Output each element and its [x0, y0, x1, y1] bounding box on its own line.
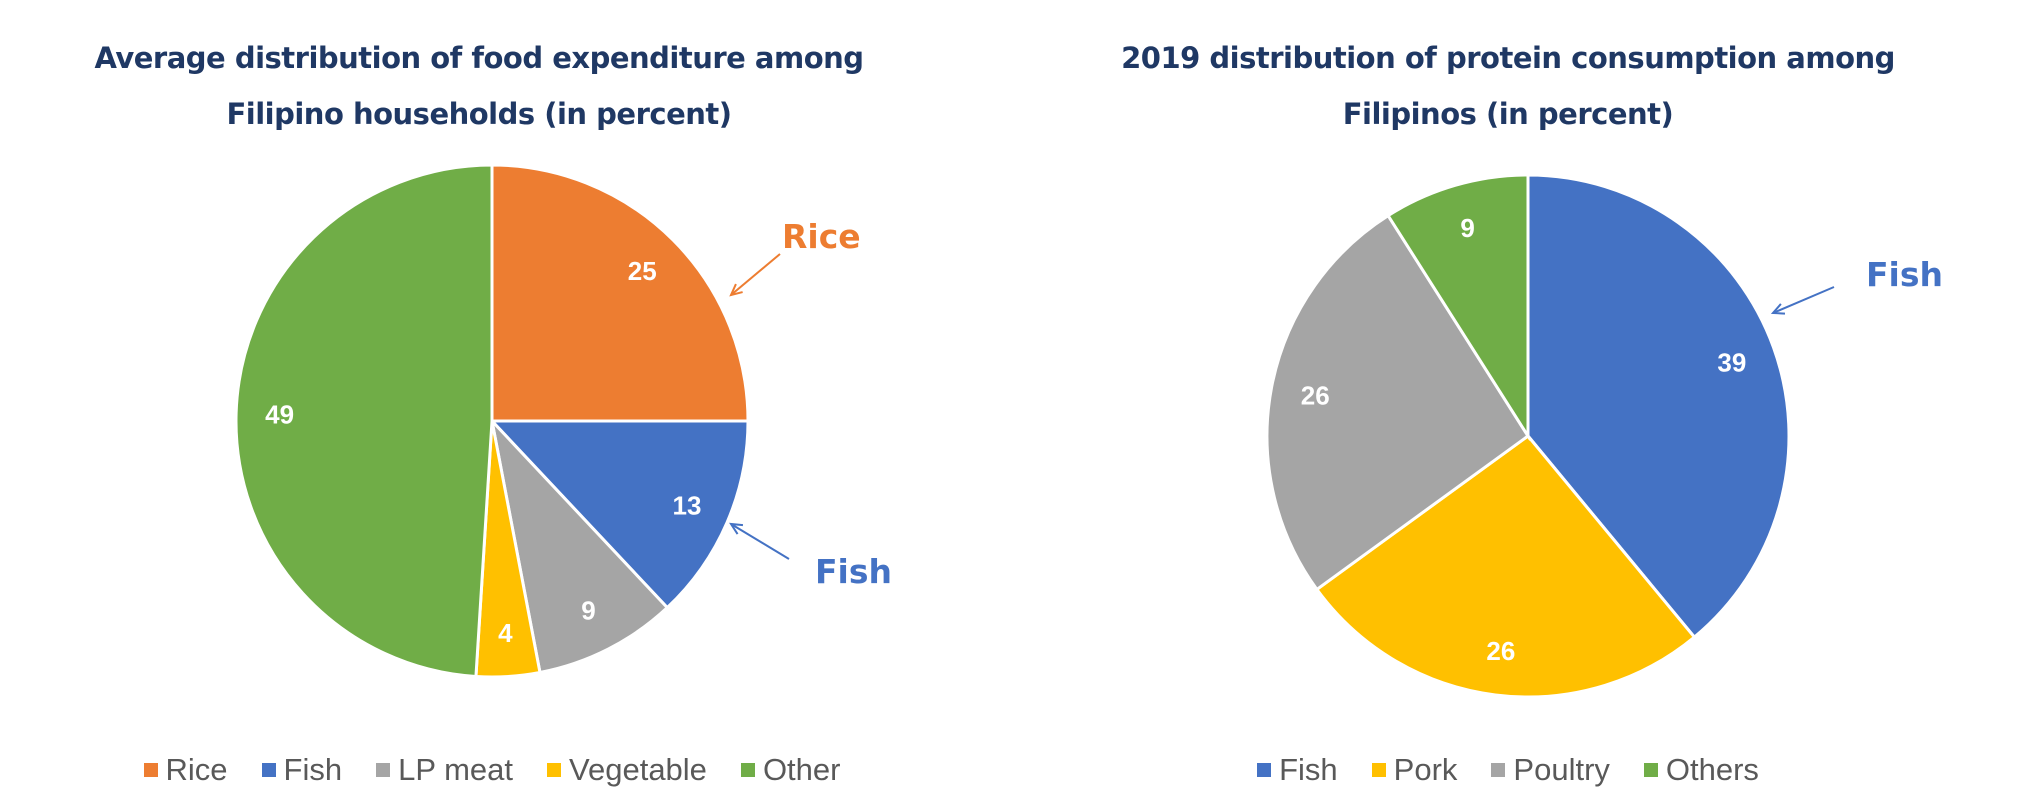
- legend-item-other: Other: [740, 752, 841, 788]
- annotation-arrow-fish: [730, 523, 790, 560]
- slice-fish: [488, 419, 750, 610]
- data-label-poultry: 26: [1301, 380, 1330, 410]
- legend-label: Poultry: [1513, 752, 1610, 787]
- left-pie: 25 13 9 4 49: [234, 163, 750, 679]
- slice-others: [1386, 173, 1530, 442]
- data-label-other: 49: [265, 399, 294, 429]
- legend-swatch-icon: [1491, 763, 1506, 777]
- legend-item-vegetable: Vegetable: [547, 752, 707, 788]
- annotation-fish: Fish: [1866, 255, 1943, 294]
- left-legend: Rice Fish LP meat Vegetable Other: [0, 752, 992, 788]
- legend-item-pork: Pork: [1371, 752, 1458, 788]
- legend-item-others: Others: [1643, 752, 1759, 788]
- annotation-rice: Rice: [782, 217, 861, 256]
- annotation-fish: Fish: [815, 552, 892, 591]
- legend-item-fish: Fish: [261, 752, 343, 788]
- data-label-fish: 39: [1717, 348, 1746, 378]
- right-legend: Fish Pork Poultry Others: [1008, 752, 2008, 788]
- legend-label: Pork: [1393, 752, 1458, 787]
- legend-label: Fish: [1279, 752, 1338, 787]
- arrowhead-icon: [729, 522, 744, 535]
- legend-swatch-icon: [143, 763, 158, 777]
- legend-item-poultry: Poultry: [1491, 752, 1610, 788]
- legend-label: Other: [762, 752, 841, 787]
- slice-rice: [490, 163, 750, 423]
- legend-label: Rice: [165, 752, 228, 787]
- legend-item-rice: Rice: [143, 752, 228, 788]
- right-title-line1: 2019 distribution of protein consumption…: [1121, 41, 1895, 75]
- legend-label: Others: [1665, 752, 1759, 787]
- legend-label: Vegetable: [569, 752, 707, 787]
- data-label-lp-meat: 9: [581, 595, 595, 625]
- right-title-line2: Filipinos (in percent): [1342, 97, 1674, 131]
- slice-fish: [1526, 173, 1791, 640]
- right-chart-title: 2019 distribution of protein consumption…: [1008, 30, 2008, 142]
- data-label-vegetable: 4: [498, 618, 513, 648]
- right-annotations: Fish: [1770, 255, 1943, 315]
- legend-label: LP meat: [398, 752, 514, 787]
- data-label-rice: 25: [628, 256, 657, 286]
- data-label-others: 9: [1460, 213, 1474, 243]
- legend-label: Fish: [283, 752, 343, 787]
- legend-swatch-icon: [1371, 763, 1386, 777]
- slice-other: [234, 163, 494, 679]
- left-chart-title: Average distribution of food expenditure…: [0, 30, 979, 142]
- legend-item-lp-meat: LP meat: [376, 752, 513, 788]
- annotation-arrow-fish: [1772, 286, 1835, 314]
- legend-swatch-icon: [376, 763, 391, 777]
- slice-pork: [1314, 433, 1697, 699]
- legend-item-fish: Fish: [1257, 752, 1338, 788]
- slice-poultry: [1265, 213, 1531, 592]
- legend-swatch-icon: [740, 763, 755, 777]
- legend-swatch-icon: [547, 763, 562, 777]
- right-pie: 39 26 26 9: [1265, 173, 1791, 699]
- legend-swatch-icon: [1257, 763, 1272, 777]
- left-annotations: Rice Fish: [729, 217, 892, 591]
- left-title-line1: Average distribution of food expenditure…: [94, 41, 864, 75]
- data-label-fish: 13: [673, 490, 702, 520]
- annotation-arrow-rice: [730, 253, 781, 296]
- data-label-pork: 26: [1486, 636, 1515, 666]
- legend-swatch-icon: [261, 763, 276, 777]
- arrowhead-icon: [1770, 303, 1786, 315]
- legend-swatch-icon: [1643, 763, 1658, 777]
- left-title-line2: Filipino households (in percent): [226, 97, 732, 131]
- arrowhead-icon: [729, 283, 743, 297]
- slice-lp-meat: [489, 416, 670, 675]
